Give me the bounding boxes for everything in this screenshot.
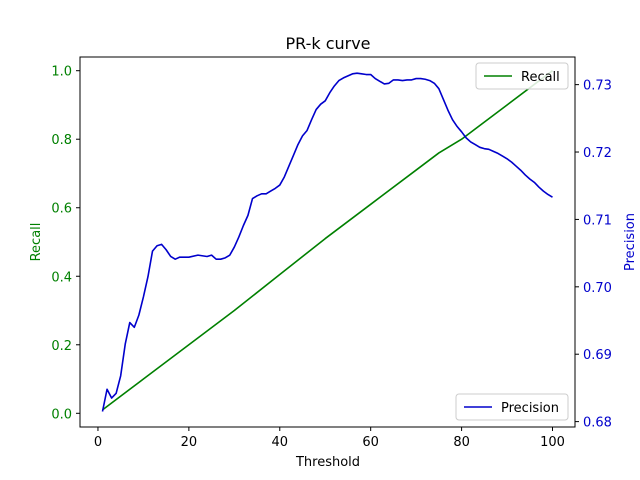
legend-precision-label: Precision	[501, 401, 559, 416]
x-tick-label-80: 80	[453, 435, 470, 450]
x-tick-label-60: 60	[362, 435, 379, 450]
legend-recall-label: Recall	[521, 70, 560, 85]
chart-title: PR-k curve	[285, 34, 370, 53]
y-left-tick-label-5: 1.0	[51, 65, 72, 80]
y-left-tick-label-3: 0.6	[51, 202, 72, 217]
x-tick-label-40: 40	[271, 435, 288, 450]
x-axis-label: Threshold	[295, 455, 360, 470]
y-left-tick-label-4: 0.8	[51, 133, 72, 148]
plot-area: 0 20 40 60 80 100 0.0 0.2 0.4 0.6 0.8 1.0 0.68 0.69 0.…	[51, 56, 612, 450]
y-left-tick-label-0: 0.0	[51, 407, 72, 422]
x-tick-label-0: 0	[94, 435, 102, 450]
series-line-precision	[101, 72, 553, 412]
y-right-tick-label-1: 0.69	[583, 348, 612, 363]
y-axis-left-label: Recall	[29, 223, 44, 262]
x-tick-label-100: 100	[540, 435, 565, 450]
y-axis-right-label: Precision	[623, 213, 638, 271]
y-right-tick-label-3: 0.71	[583, 213, 612, 228]
x-tick-label-20: 20	[181, 435, 198, 450]
legend-precision: Precision	[455, 393, 569, 421]
y-left-tick-label-2: 0.4	[51, 270, 72, 285]
plot-frame	[79, 56, 576, 428]
y-right-tick-label-0: 0.68	[583, 416, 612, 431]
legend-recall: Recall	[475, 62, 569, 90]
y-right-tick-label-4: 0.72	[583, 146, 612, 161]
y-right-tick-label-2: 0.70	[583, 281, 612, 296]
y-right-tick-label-5: 0.73	[583, 79, 612, 94]
legend-recall-box	[475, 62, 569, 90]
y-left-tick-label-1: 0.2	[51, 339, 72, 354]
legend-precision-box	[455, 393, 569, 421]
series-line-recall	[102, 70, 553, 411]
